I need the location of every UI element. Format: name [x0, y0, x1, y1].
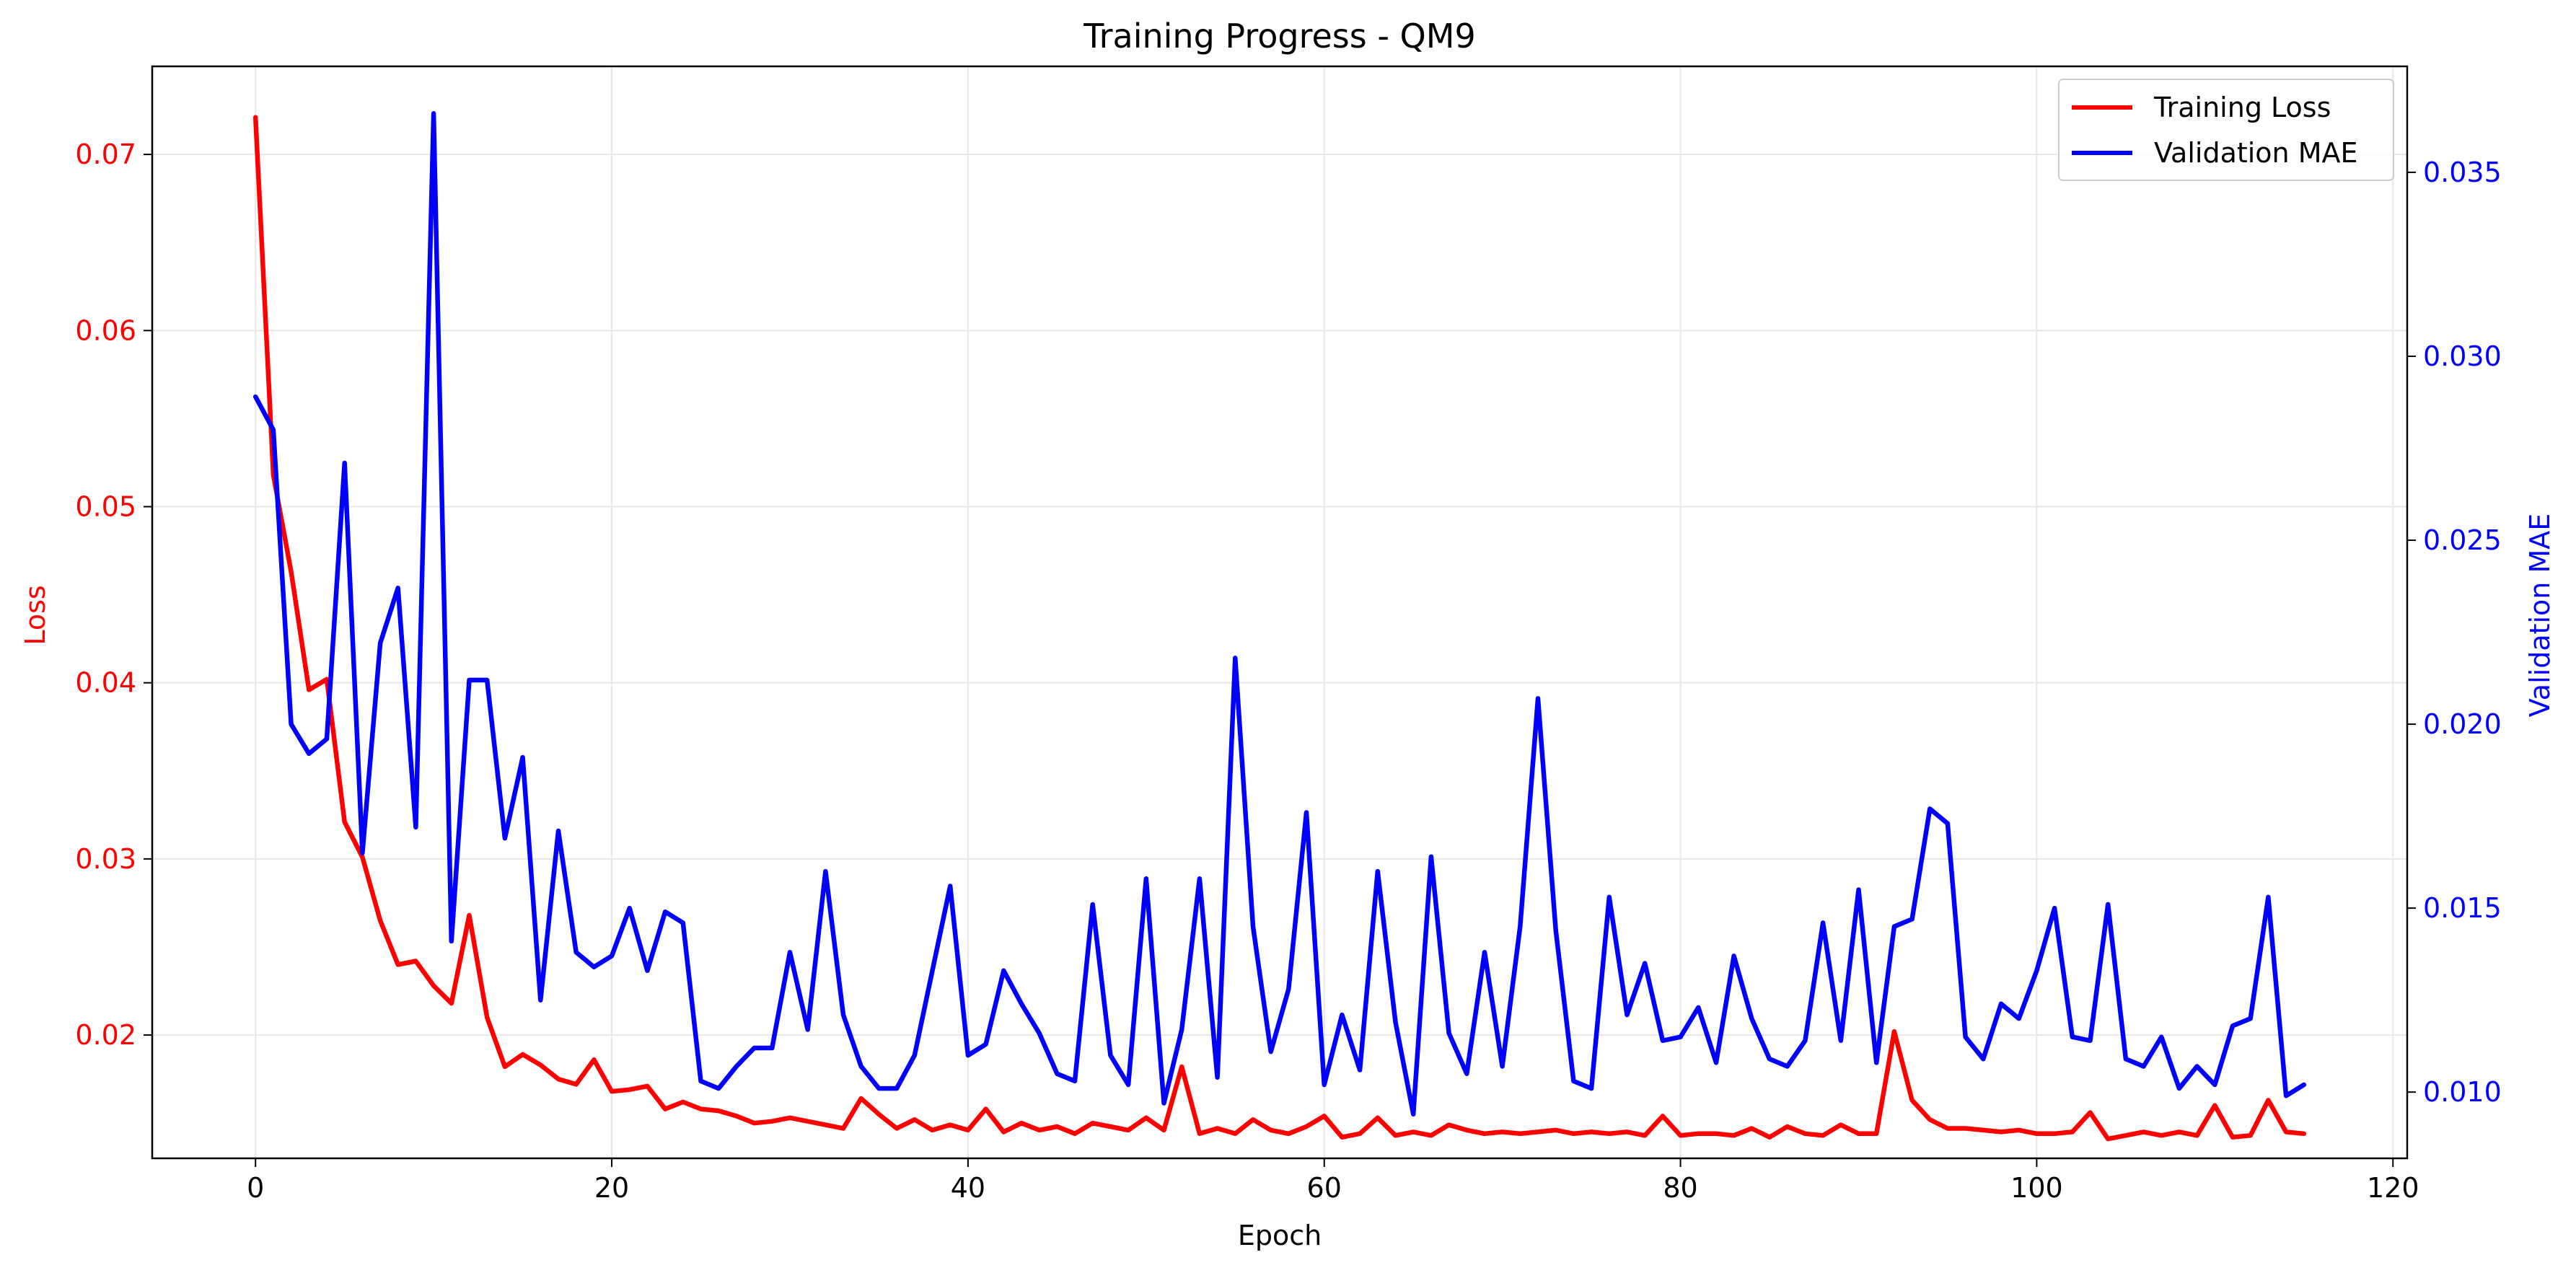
x-tick-label: 20 — [594, 1172, 629, 1204]
legend: Training Loss Validation MAE — [2058, 79, 2394, 181]
y-axis-left-title: Loss — [19, 585, 51, 645]
y-right-tick-label: 0.020 — [2423, 708, 2502, 740]
legend-label-training-loss: Training Loss — [2153, 92, 2331, 123]
y-right-tick-label: 0.025 — [2423, 524, 2502, 556]
y-axis-right: 0.010 0.015 0.020 0.025 0.030 0.035 — [2407, 157, 2502, 1108]
y-right-tick-label: 0.030 — [2423, 340, 2502, 372]
chart-title: Training Progress - QM9 — [1083, 17, 1475, 56]
y-left-tick-label: 0.03 — [75, 843, 136, 875]
y-right-tick-label: 0.015 — [2423, 892, 2502, 924]
x-tick-label: 100 — [2010, 1172, 2063, 1204]
legend-label-validation-mae: Validation MAE — [2154, 137, 2358, 169]
x-tick-label: 120 — [2367, 1172, 2419, 1204]
grid-layer — [152, 66, 2407, 1158]
y-axis-left: 0.02 0.03 0.04 0.05 0.06 0.07 — [75, 138, 152, 1051]
series-line-training-loss — [252, 115, 2307, 1142]
plot-frame — [151, 65, 2409, 1160]
y-left-tick-label: 0.04 — [75, 667, 136, 699]
y-right-tick-label: 0.010 — [2423, 1076, 2502, 1108]
x-tick-label: 40 — [951, 1172, 985, 1204]
series-line-validation-mae — [252, 111, 2307, 1117]
x-tick-label: 0 — [247, 1172, 264, 1204]
x-axis-title: Epoch — [1238, 1220, 1322, 1251]
y-left-tick-label: 0.06 — [75, 314, 136, 346]
x-tick-label: 80 — [1663, 1172, 1697, 1204]
x-axis: 0 20 40 60 80 100 120 — [247, 1158, 2419, 1204]
y-left-tick-label: 0.05 — [75, 490, 136, 522]
y-axis-right-title: Validation MAE — [2524, 514, 2556, 718]
legend-box — [2058, 79, 2394, 181]
x-tick-label: 60 — [1307, 1172, 1342, 1204]
y-left-tick-label: 0.02 — [75, 1019, 136, 1051]
y-right-tick-label: 0.035 — [2423, 157, 2502, 188]
series-layer — [252, 111, 2307, 1142]
y-left-tick-label: 0.07 — [75, 138, 136, 170]
